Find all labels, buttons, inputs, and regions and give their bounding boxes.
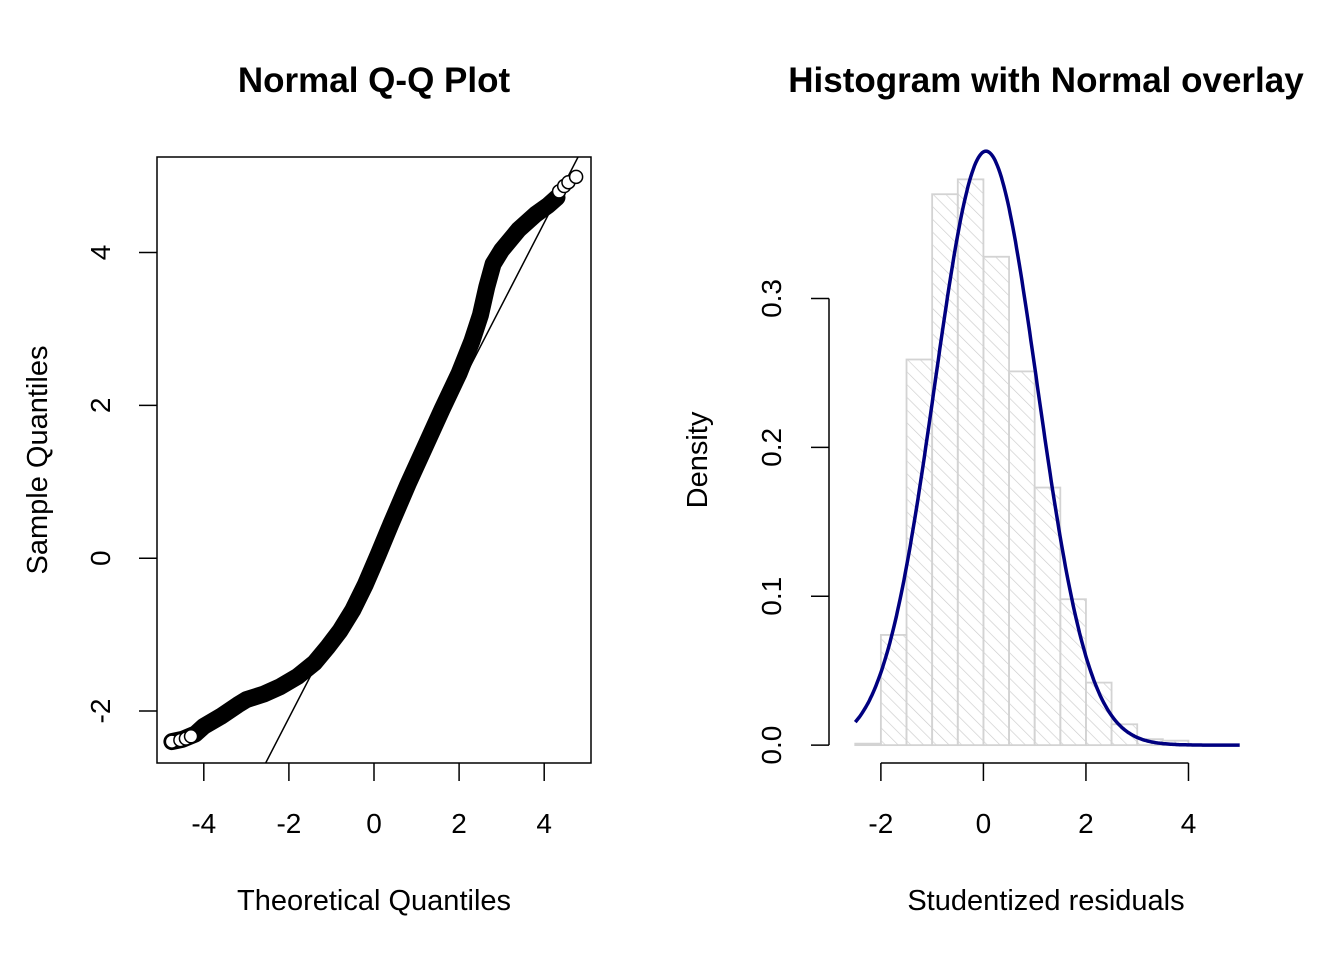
hist-title: Histogram with Normal overlay <box>788 61 1304 100</box>
hist-bar <box>1059 598 1087 747</box>
hist-y-tick-label: 0.2 <box>756 428 787 467</box>
qq-ylabel: Sample Quantiles <box>22 346 54 575</box>
qq-sample-points <box>163 189 566 751</box>
hist-ylabel: Density <box>682 411 714 508</box>
hist-bar <box>1110 723 1139 747</box>
qq-panel: Normal Q-Q Plot Theoretical Quantiles Sa… <box>22 61 592 917</box>
qq-title: Normal Q-Q Plot <box>238 61 511 100</box>
hist-bar <box>879 634 908 747</box>
qq-data-layer <box>163 157 584 763</box>
hist-xlabel: Studentized residuals <box>907 885 1184 917</box>
qq-plot-frame <box>156 156 592 764</box>
qq-xlabel: Theoretical Quantiles <box>237 885 511 917</box>
qq-x-tick-label: -2 <box>276 808 301 839</box>
hist-x-axis: -2 0 2 4 <box>868 762 1197 839</box>
qq-x-tick-label: 4 <box>536 808 552 839</box>
qq-x-tick-label: 2 <box>451 808 467 839</box>
hist-x-tick-label: 2 <box>1078 808 1094 839</box>
normal-overlay-curve <box>853 149 1240 747</box>
hist-y-tick-label: 0.0 <box>756 726 787 765</box>
hist-bar <box>854 742 882 747</box>
hist-bar <box>956 178 985 747</box>
hist-bar <box>1033 486 1062 747</box>
hist-x-tick-label: -2 <box>868 808 893 839</box>
hist-bar <box>1008 370 1036 747</box>
hist-y-tick-label: 0.1 <box>756 577 787 616</box>
hist-panel: Histogram with Normal overlay Studentize… <box>682 61 1304 917</box>
qq-y-tick-label: 0 <box>85 550 116 566</box>
hist-y-tick-label: 0.3 <box>756 279 787 318</box>
hist-bar <box>931 193 959 747</box>
qq-y-axis: -2 0 2 4 <box>85 245 157 724</box>
qq-y-tick-label: 4 <box>85 245 116 261</box>
hist-y-axis: 0.0 0.1 0.2 0.3 <box>756 279 830 765</box>
qq-y-tick-label: -2 <box>85 699 116 724</box>
qq-x-tick-label: -4 <box>191 808 216 839</box>
qq-point <box>568 169 584 185</box>
hist-bar <box>982 255 1010 747</box>
qq-point <box>183 729 199 744</box>
qq-x-tick-label: 0 <box>366 808 382 839</box>
hist-x-tick-label: 0 <box>976 808 992 839</box>
hist-x-tick-label: 4 <box>1181 808 1197 839</box>
qq-x-axis: -4 -2 0 2 4 <box>191 763 552 839</box>
qq-y-tick-label: 2 <box>85 398 116 414</box>
hist-bars <box>854 178 1190 747</box>
